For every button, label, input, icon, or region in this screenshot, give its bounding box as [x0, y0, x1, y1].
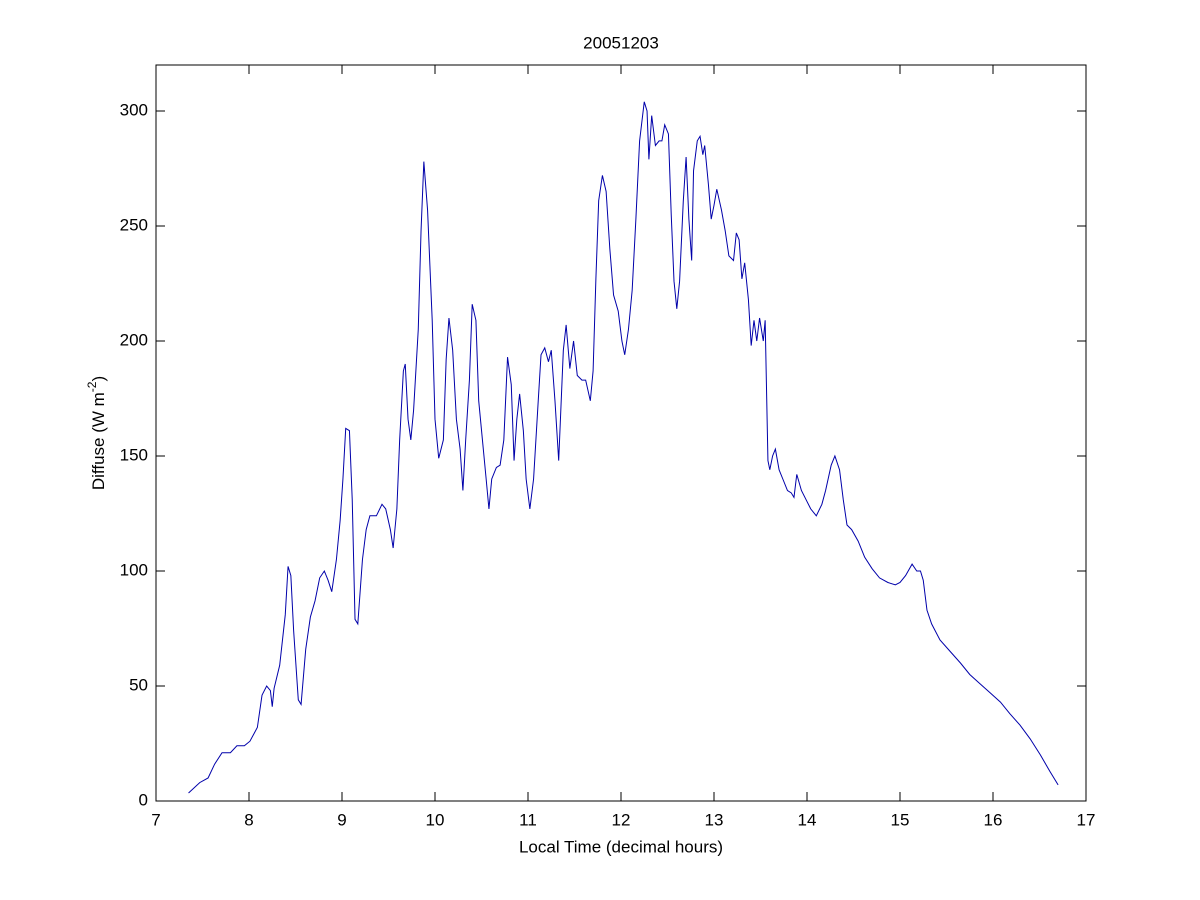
x-tick-label: 15 [891, 810, 910, 829]
x-tick-label: 7 [151, 810, 160, 829]
x-tick-label: 17 [1077, 810, 1096, 829]
chart-title: 20051203 [583, 33, 659, 52]
x-tick-label: 13 [705, 810, 724, 829]
y-tick-label: 100 [120, 560, 148, 579]
x-tick-label: 16 [984, 810, 1003, 829]
y-tick-label: 200 [120, 330, 148, 349]
y-tick-label: 150 [120, 445, 148, 464]
x-tick-label: 12 [612, 810, 631, 829]
y-tick-label: 0 [139, 790, 148, 809]
x-tick-label: 10 [426, 810, 445, 829]
x-tick-label: 14 [798, 810, 817, 829]
y-label-text: Diffuse (W m [89, 392, 108, 490]
y-tick-label: 250 [120, 215, 148, 234]
y-tick-label: 50 [129, 675, 148, 694]
x-tick-label: 8 [244, 810, 253, 829]
x-tick-label: 11 [519, 810, 537, 829]
x-axis-label: Local Time (decimal hours) [519, 837, 723, 856]
y-label-superscript: -2 [85, 381, 99, 392]
y-tick-label: 300 [120, 100, 148, 119]
plot-frame [155, 64, 1087, 802]
y-label-suffix: ) [89, 376, 108, 382]
x-tick-label: 9 [337, 810, 346, 829]
data-line [188, 101, 1059, 794]
y-axis-label: Diffuse (W m-2) [85, 376, 108, 490]
